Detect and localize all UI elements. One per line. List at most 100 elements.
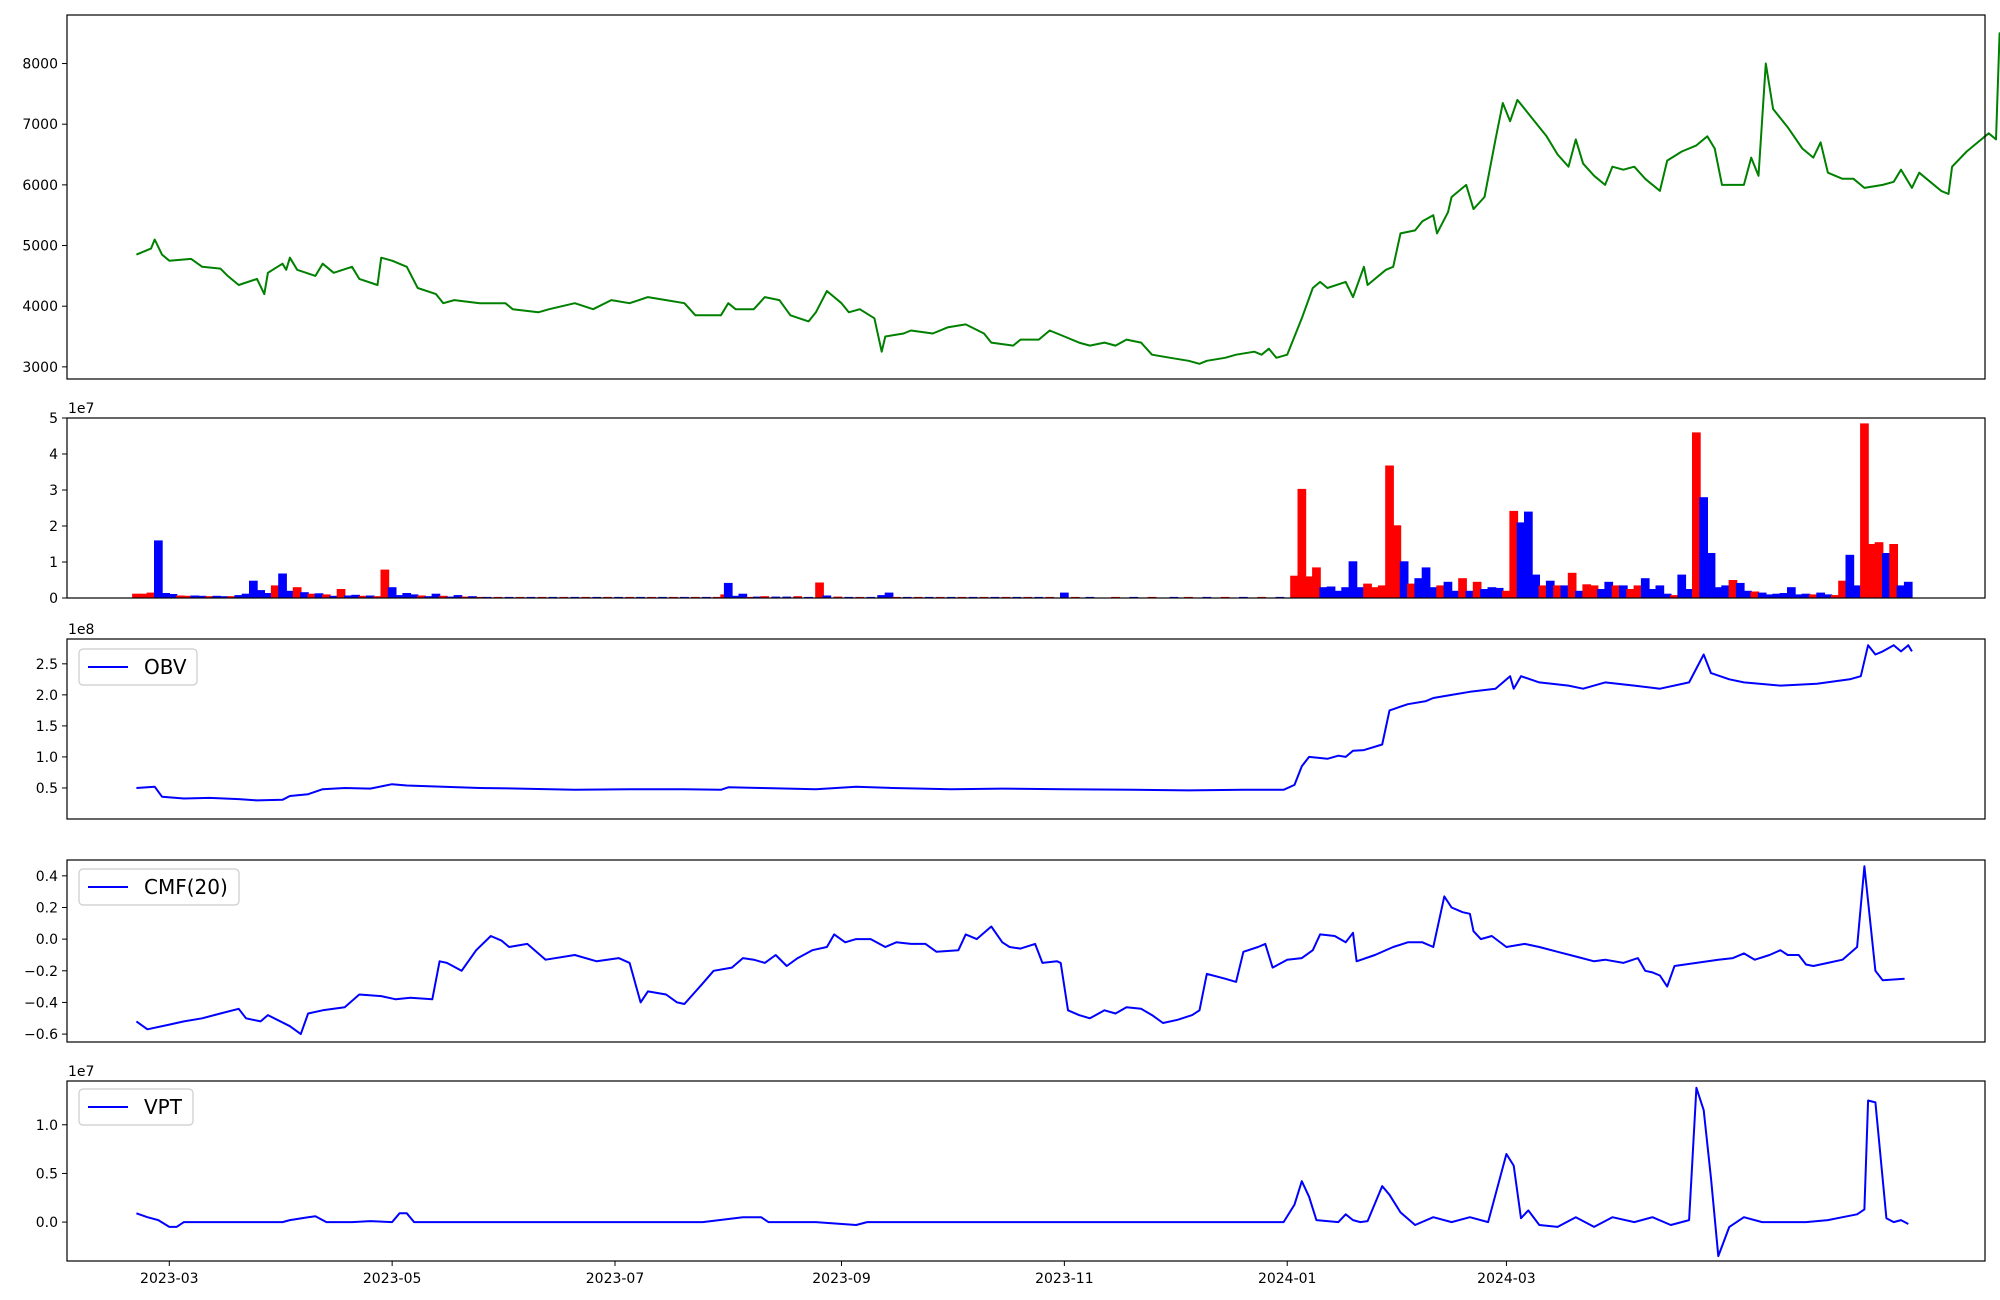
volume-bar bbox=[380, 569, 390, 598]
volume-bar bbox=[1677, 574, 1687, 598]
obv-y-tick-label: 1.0 bbox=[36, 750, 58, 766]
volume-bar bbox=[1882, 553, 1891, 598]
cmf-legend-label: CMF(20) bbox=[144, 875, 228, 899]
volume-bar bbox=[884, 592, 894, 598]
volume-bar bbox=[175, 595, 185, 598]
volume-bar bbox=[1735, 582, 1745, 598]
volume-bar bbox=[1487, 587, 1497, 598]
volume-bar bbox=[1494, 587, 1504, 598]
volume-bar bbox=[1567, 572, 1577, 598]
volume-bar bbox=[1670, 595, 1679, 598]
volume-bar bbox=[1560, 585, 1570, 598]
volume-bar bbox=[833, 596, 843, 598]
volume-y-tick-label: 2 bbox=[49, 519, 58, 535]
volume-bar bbox=[1436, 585, 1445, 598]
volume-bar bbox=[1538, 585, 1548, 598]
volume-bar bbox=[1808, 594, 1818, 598]
volume-bar bbox=[417, 595, 426, 598]
cmf-legend: CMF(20) bbox=[78, 868, 240, 906]
volume-bar bbox=[212, 595, 222, 598]
price-panel: 3000 4000 5000 6000 7000 8000 bbox=[22, 14, 2000, 380]
obv-offset-label: 1e8 bbox=[68, 622, 94, 638]
obv-legend-box bbox=[78, 648, 198, 686]
cmf-line-group bbox=[135, 865, 1905, 1036]
price-series-line bbox=[136, 32, 2000, 365]
volume-bar bbox=[1304, 576, 1314, 598]
price-y-ticks: 3000 4000 5000 6000 7000 8000 bbox=[22, 57, 67, 376]
cmf-panel: −0.6 −0.4 −0.2 0.0 0.2 0.4 CMF(20) bbox=[24, 859, 1986, 1043]
volume-bar bbox=[438, 595, 448, 598]
volume-bar bbox=[1312, 567, 1321, 598]
price-y-tick-label: 6000 bbox=[22, 178, 58, 194]
volume-bar bbox=[270, 585, 280, 598]
volume-offset-label: 1e7 bbox=[68, 401, 94, 417]
volume-bar bbox=[731, 595, 740, 598]
volume-bar bbox=[1787, 587, 1796, 598]
volume-bar bbox=[300, 592, 309, 598]
price-y-tick-label: 4000 bbox=[22, 299, 58, 315]
volume-y-tick-label: 5 bbox=[49, 411, 58, 427]
volume-bar bbox=[1889, 544, 1898, 598]
volume-bar bbox=[1765, 594, 1774, 598]
volume-bar bbox=[1524, 511, 1533, 598]
volume-bar bbox=[738, 593, 748, 598]
volume-bar bbox=[1838, 580, 1847, 598]
cmf-y-tick-label: 0.0 bbox=[36, 932, 58, 948]
volume-bar bbox=[1779, 593, 1789, 598]
volume-bar bbox=[753, 596, 762, 598]
volume-bar bbox=[760, 596, 770, 598]
volume-y-tick-label: 1 bbox=[49, 555, 58, 571]
volume-bar bbox=[1743, 590, 1752, 598]
obv-legend-label: OBV bbox=[144, 655, 187, 679]
volume-bar bbox=[1319, 587, 1329, 598]
volume-bar bbox=[402, 593, 412, 598]
x-tick-label: 2024-03 bbox=[1477, 1271, 1536, 1287]
volume-bar bbox=[322, 594, 331, 598]
cmf-series-line bbox=[135, 865, 1905, 1036]
volume-bar bbox=[234, 595, 244, 598]
x-tick-label: 2023-03 bbox=[140, 1271, 199, 1287]
vpt-legend-label: VPT bbox=[144, 1095, 183, 1119]
volume-bar bbox=[1706, 553, 1716, 598]
vpt-panel: 0.0 0.5 1.0 1e7 VPT bbox=[36, 1064, 1986, 1262]
volume-bar bbox=[1502, 590, 1511, 598]
volume-bar bbox=[205, 596, 214, 598]
volume-bar bbox=[1377, 585, 1387, 598]
obv-y-ticks: 0.5 1.0 1.5 2.0 2.5 bbox=[36, 657, 67, 797]
obv-frame bbox=[66, 638, 1986, 820]
volume-bar bbox=[1860, 423, 1869, 598]
cmf-y-tick-label: −0.2 bbox=[24, 964, 58, 980]
volume-bar bbox=[1355, 587, 1365, 598]
vpt-y-ticks: 0.0 0.5 1.0 bbox=[36, 1118, 67, 1231]
x-tick-label: 2023-05 bbox=[363, 1271, 422, 1287]
volume-bar bbox=[351, 594, 360, 598]
volume-bar bbox=[1655, 585, 1665, 598]
volume-bar bbox=[815, 582, 824, 598]
obv-line-group bbox=[136, 644, 1913, 802]
volume-bar bbox=[1516, 522, 1526, 598]
volume-bar bbox=[395, 595, 404, 598]
obv-series-line bbox=[136, 644, 1913, 802]
volume-bars-group bbox=[132, 423, 1913, 598]
volume-bar bbox=[1684, 589, 1694, 598]
volume-bar bbox=[1392, 525, 1402, 598]
obv-y-tick-label: 2.5 bbox=[36, 657, 58, 673]
volume-bar bbox=[1458, 578, 1467, 598]
price-y-tick-label: 5000 bbox=[22, 239, 58, 255]
volume-bar bbox=[1852, 585, 1862, 598]
volume-bar bbox=[256, 590, 265, 598]
vpt-legend-box bbox=[78, 1088, 194, 1126]
volume-bar bbox=[1823, 594, 1833, 598]
volume-bar bbox=[146, 592, 156, 598]
volume-bar bbox=[723, 582, 733, 598]
volume-bar bbox=[1341, 587, 1350, 598]
volume-bar bbox=[1450, 590, 1460, 598]
volume-bar bbox=[292, 587, 302, 598]
volume-bar bbox=[249, 580, 258, 598]
volume-bar bbox=[227, 596, 236, 598]
volume-bar bbox=[409, 594, 419, 598]
cmf-y-tick-label: −0.4 bbox=[24, 995, 58, 1011]
volume-bar bbox=[1772, 593, 1782, 598]
volume-bar bbox=[1728, 580, 1738, 598]
